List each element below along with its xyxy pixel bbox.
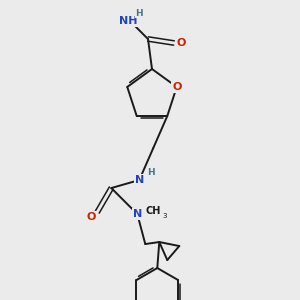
Text: O: O bbox=[176, 38, 186, 48]
Text: O: O bbox=[87, 212, 96, 222]
Text: H: H bbox=[148, 167, 155, 176]
Text: O: O bbox=[172, 82, 182, 92]
Text: H: H bbox=[135, 8, 143, 17]
Text: 3: 3 bbox=[162, 213, 166, 219]
Text: N: N bbox=[135, 175, 144, 185]
Text: NH: NH bbox=[119, 16, 137, 26]
Text: N: N bbox=[133, 209, 142, 219]
Text: CH: CH bbox=[146, 206, 161, 216]
